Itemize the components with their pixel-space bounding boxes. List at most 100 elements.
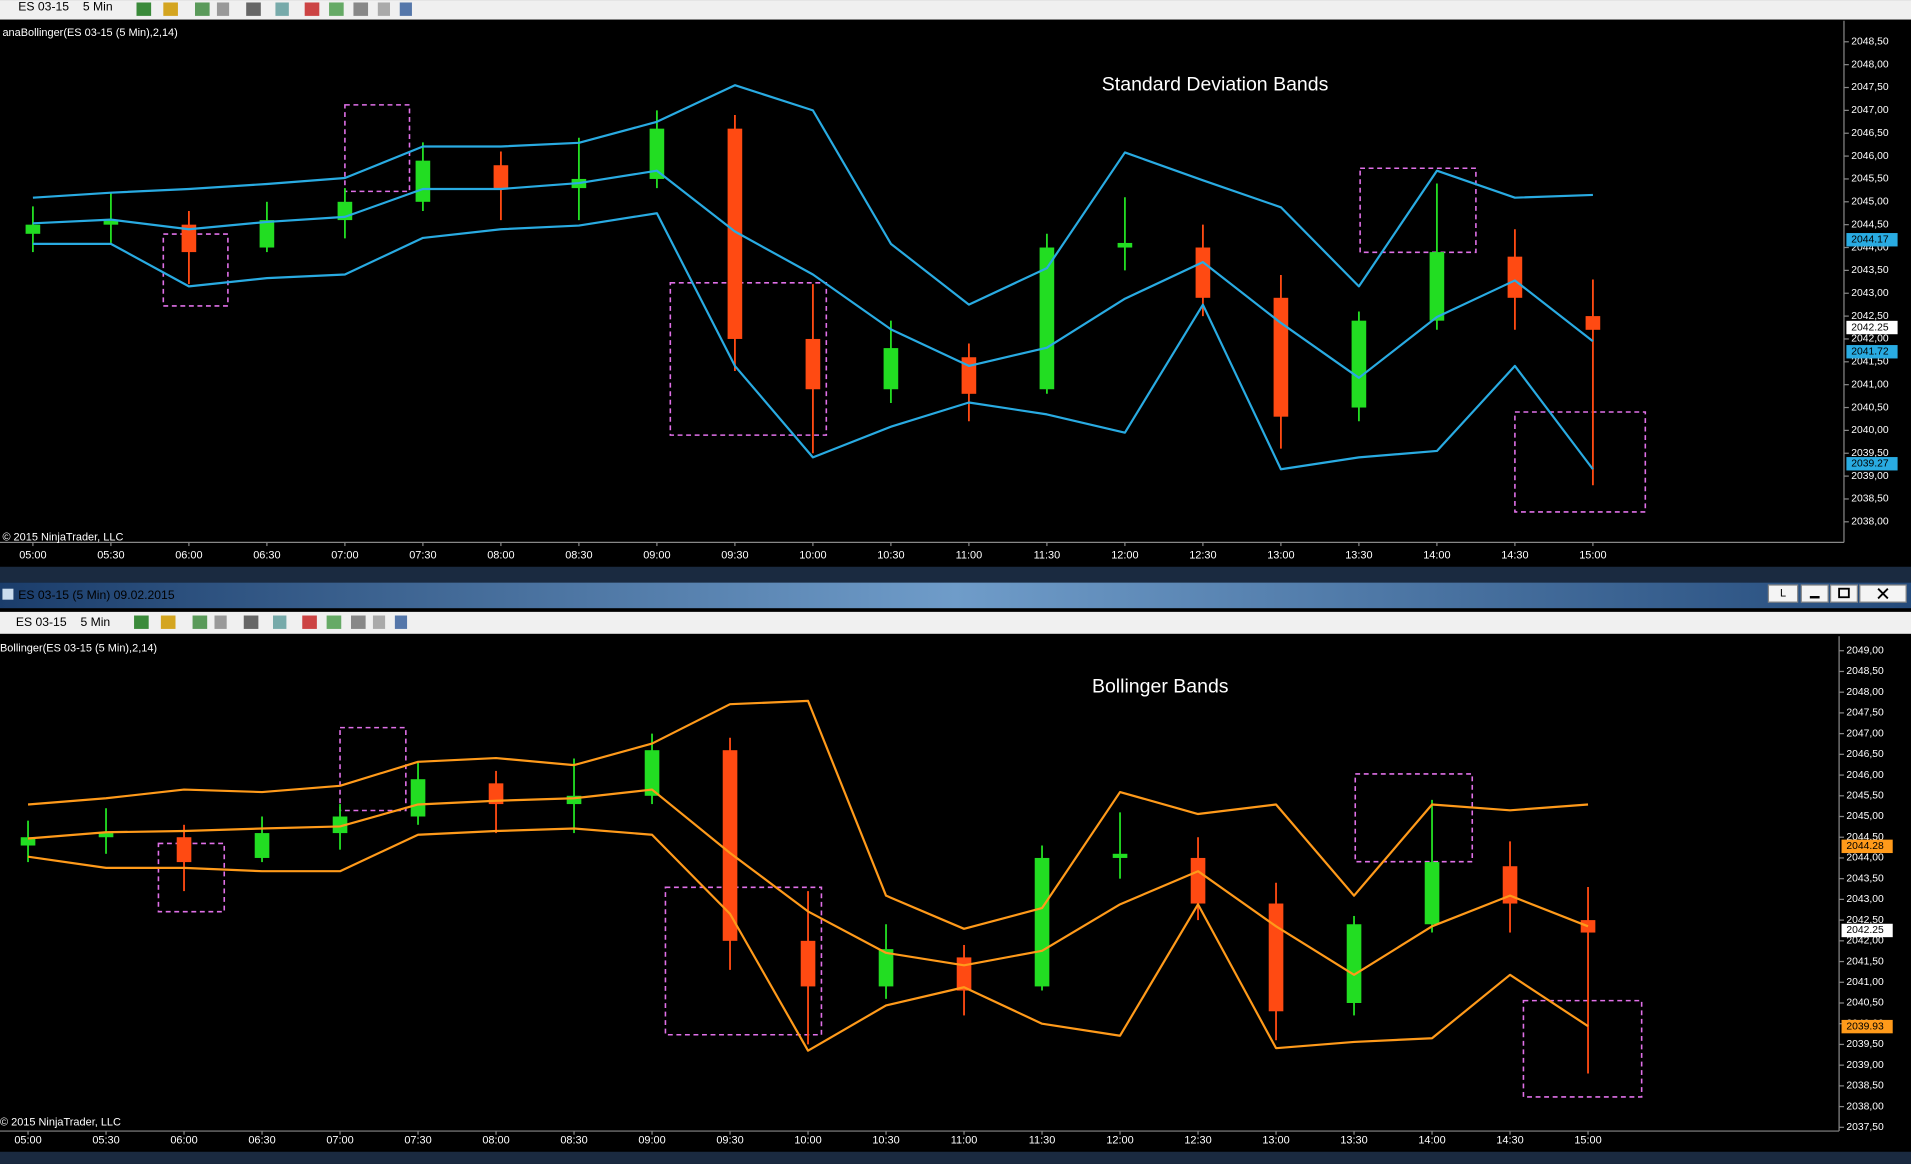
y-tick-label: 2046,00: [1846, 770, 1884, 781]
candle-body: [956, 957, 972, 991]
y-tick-label: 2039,50: [1846, 1039, 1884, 1050]
y-tick-label: 2039,00: [1851, 471, 1889, 482]
highlight-box: [339, 726, 407, 812]
band-line: [27, 827, 1589, 1052]
x-tick-label: 12:30: [1189, 550, 1216, 562]
candle-body: [332, 816, 348, 834]
x-tick-label: 05:00: [19, 550, 46, 562]
link-button[interactable]: [1767, 584, 1799, 603]
y-tick-label: 2037,50: [1846, 1122, 1884, 1133]
y-tick-label: 2042,50: [1846, 915, 1884, 926]
y-tick-label: 2047,00: [1846, 728, 1884, 739]
candle-body: [727, 128, 743, 339]
y-tick-label: 2038,50: [1846, 1081, 1884, 1092]
y-tick-label: 2048,00: [1846, 687, 1884, 698]
y-tick-label: 2039,00: [1846, 1060, 1884, 1071]
chart-title: Standard Deviation Bands: [1102, 74, 1329, 96]
y-tick-label: 2047,50: [1851, 82, 1889, 93]
chart-panel: [0, 20, 1911, 543]
candle-body: [878, 949, 894, 987]
x-tick-label: 06:00: [170, 1135, 197, 1147]
y-tick-label: 2040,50: [1846, 998, 1884, 1009]
interval-selector[interactable]: 5 Min: [80, 615, 110, 629]
x-tick-label: 15:00: [1579, 550, 1606, 562]
highlight-box: [344, 104, 411, 193]
candle-body: [566, 795, 582, 805]
candle-body: [493, 165, 509, 189]
x-tick-label: 12:30: [1184, 1135, 1211, 1147]
candle-body: [1039, 247, 1055, 390]
price-marker: [1846, 457, 1898, 471]
y-tick-label: 2038,50: [1851, 494, 1889, 505]
toolbar-icons: [136, 2, 412, 16]
candle-body: [488, 783, 504, 805]
x-tick-label: 11:30: [1029, 1135, 1056, 1147]
candle-body: [644, 750, 660, 796]
x-tick-label: 05:00: [14, 1135, 41, 1147]
candle-body: [800, 940, 816, 987]
y-tick-label: 2044,00: [1846, 853, 1884, 864]
interval-selector[interactable]: 5 Min: [83, 0, 113, 14]
candle-body: [961, 357, 977, 394]
y-tick-label: 2045,50: [1846, 791, 1884, 802]
candle-body: [25, 224, 41, 234]
y-tick-label: 2041,00: [1851, 379, 1889, 390]
price-marker-label: 2041.72: [1851, 346, 1889, 357]
x-tick-label: 11:00: [956, 550, 983, 562]
price-marker-label: 2039.93: [1846, 1021, 1884, 1032]
y-tick-label: 2040,00: [1851, 425, 1889, 436]
candle-body: [254, 833, 270, 858]
candle-body: [176, 837, 192, 863]
y-tick-label: 2038,00: [1846, 1101, 1884, 1112]
y-tick-label: 2039,50: [1851, 448, 1889, 459]
y-tick-label: 2044,50: [1846, 832, 1884, 843]
status-strip: [0, 1151, 1911, 1164]
candle-body: [410, 779, 426, 817]
candle-body: [98, 833, 114, 838]
candle-body: [883, 348, 899, 390]
x-tick-label: 14:30: [1501, 550, 1528, 562]
x-tick-label: 06:30: [248, 1135, 275, 1147]
window-controls[interactable]: [1800, 584, 1907, 603]
candle-body: [1112, 853, 1128, 858]
x-tick-label: 10:00: [794, 1135, 821, 1147]
price-marker-label: 2042.25: [1846, 925, 1884, 936]
candle-body: [181, 224, 197, 253]
candle-body: [805, 338, 821, 390]
separator: [0, 566, 1911, 583]
candle-body: [415, 160, 431, 202]
y-tick-label: 2046,50: [1846, 749, 1884, 760]
highlight-box: [1359, 167, 1477, 254]
x-tick-label: 10:30: [877, 550, 904, 562]
x-tick-label: 09:30: [716, 1135, 743, 1147]
instrument-selector[interactable]: ES 03-15: [16, 615, 67, 629]
x-tick-label: 07:30: [409, 550, 436, 562]
candle-body: [1117, 242, 1133, 248]
x-tick-label: 13:30: [1345, 550, 1372, 562]
y-tick-label: 2046,00: [1851, 151, 1889, 162]
x-tick-label: 08:30: [560, 1135, 587, 1147]
candle-body: [1502, 866, 1518, 904]
price-marker: [1846, 345, 1898, 359]
candle-body: [1429, 252, 1445, 321]
x-tick-label: 08:00: [487, 550, 514, 562]
candle-body: [1424, 862, 1440, 925]
instrument-selector[interactable]: ES 03-15: [18, 0, 69, 14]
copyright: © 2015 NinjaTrader, LLC: [2, 531, 123, 543]
x-tick-label: 15:00: [1574, 1135, 1601, 1147]
price-marker-label: 2044.17: [1851, 234, 1889, 245]
candle-body: [1507, 256, 1523, 298]
window-title-bar: [0, 582, 1911, 609]
x-tick-label: 14:00: [1418, 1135, 1445, 1147]
window-icon: [2, 588, 14, 600]
link-button-label[interactable]: L: [1780, 587, 1786, 599]
highlight-box: [664, 886, 823, 1036]
candle-body: [722, 750, 738, 941]
candle-body: [103, 220, 119, 225]
band-line: [27, 788, 1589, 976]
y-tick-label: 2041,50: [1851, 357, 1889, 368]
band-line: [32, 212, 1594, 471]
price-marker: [1841, 1019, 1893, 1034]
